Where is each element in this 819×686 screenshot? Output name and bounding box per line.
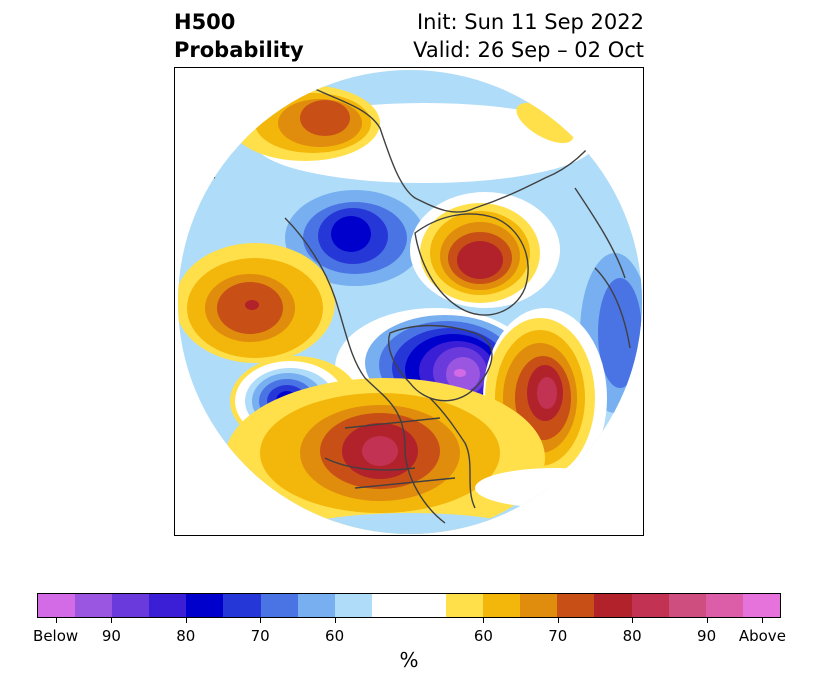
title-variable: H500 — [174, 10, 236, 34]
init-date: Init: Sun 11 Sep 2022 — [416, 10, 644, 34]
colorbar-swatch — [38, 594, 76, 617]
colorbar-swatch — [371, 594, 409, 617]
colorbar-swatch — [334, 594, 372, 617]
colorbar-tick-label: 90 — [101, 627, 121, 645]
colorbar-tick-mark — [260, 618, 262, 623]
colorbar-swatch — [75, 594, 113, 617]
colorbar-tick-label: Above — [738, 627, 786, 645]
colorbar-swatch — [631, 594, 669, 617]
colorbar-tick-label: 70 — [250, 627, 270, 645]
colorbar-swatch — [668, 594, 706, 617]
valid-range: Valid: 26 Sep – 02 Oct — [413, 38, 644, 62]
colorbar-swatch — [705, 594, 743, 617]
colorbar — [37, 593, 781, 618]
map-canvas — [178, 70, 642, 534]
colorbar-tick-label: Below — [33, 627, 79, 645]
colorbar-tick-mark — [706, 618, 708, 623]
colorbar-tick-label: 80 — [622, 627, 642, 645]
colorbar-tick-label: 60 — [325, 627, 345, 645]
colorbar-swatch — [594, 594, 632, 617]
colorbar-swatch — [446, 594, 484, 617]
colorbar-tick-mark — [55, 618, 57, 623]
colorbar-swatch — [186, 594, 224, 617]
colorbar-tick-label: 80 — [176, 627, 196, 645]
colorbar-swatch — [223, 594, 261, 617]
colorbar-tick-mark — [632, 618, 634, 623]
map-dates: Init: Sun 11 Sep 2022 Valid: 26 Sep – 02… — [380, 8, 644, 64]
colorbar-tick-mark — [483, 618, 485, 623]
colorbar-tick-mark — [334, 618, 336, 623]
colorbar-swatch — [742, 594, 780, 617]
colorbar-tick-label: 70 — [548, 627, 568, 645]
colorbar-swatch — [483, 594, 521, 617]
colorbar-swatch — [297, 594, 335, 617]
colorbar-tick-mark — [111, 618, 113, 623]
colorbar-unit: % — [399, 648, 419, 672]
probability-map — [174, 67, 644, 536]
colorbar-swatch — [112, 594, 150, 617]
colorbar-swatch — [520, 594, 558, 617]
map-title: H500 Probability — [174, 8, 304, 64]
colorbar-swatch — [557, 594, 595, 617]
colorbar-tick-mark — [762, 618, 764, 623]
colorbar-tick-mark — [557, 618, 559, 623]
title-product: Probability — [174, 38, 304, 62]
colorbar-swatch — [260, 594, 298, 617]
colorbar-tick-mark — [185, 618, 187, 623]
colorbar-tick-label: 90 — [697, 627, 717, 645]
colorbar-swatch — [149, 594, 187, 617]
colorbar-swatch — [408, 594, 447, 617]
colorbar-tick-label: 60 — [473, 627, 493, 645]
